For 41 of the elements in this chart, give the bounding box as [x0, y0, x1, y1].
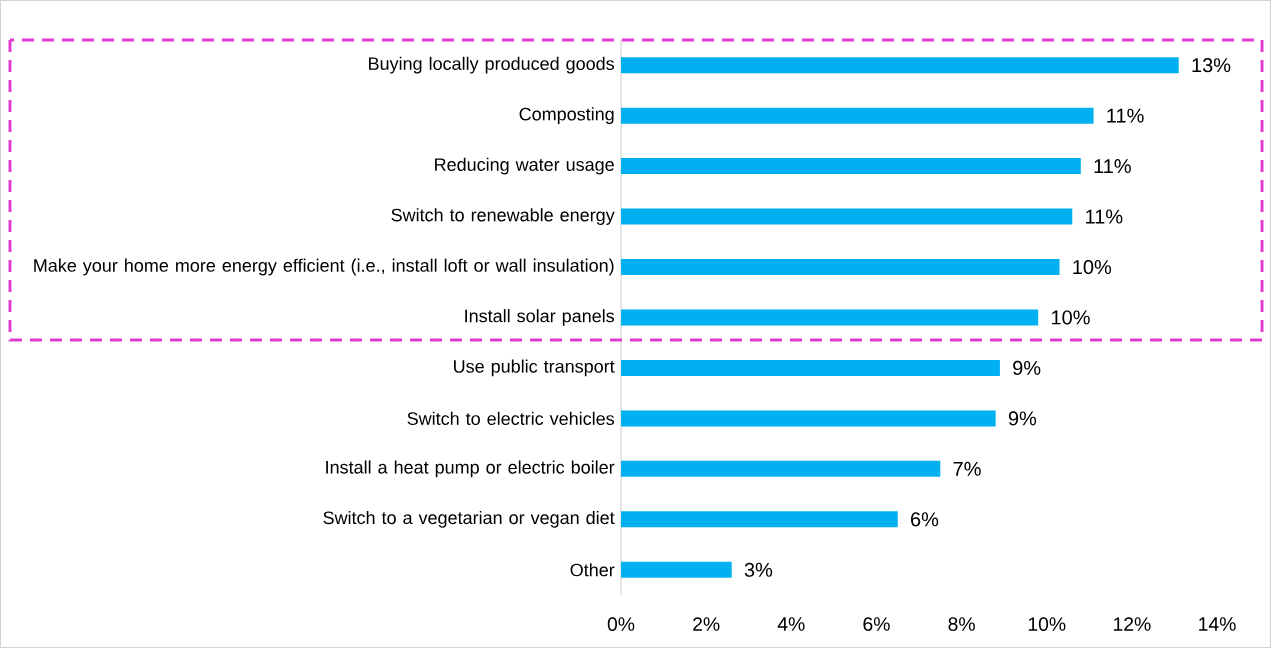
y-tick-label: Switch to electric vehicles	[407, 411, 615, 426]
y-tick-label: Reducing water usage	[435, 157, 614, 175]
y-tick-label: Switch to renewable energy	[391, 208, 615, 225]
x-tick-label: 10%	[1028, 617, 1066, 631]
data-label: 7%	[953, 461, 981, 476]
x-tick-label: 14%	[1199, 617, 1236, 631]
y-tick-label: Install solar panels	[465, 309, 615, 326]
bar	[621, 158, 1081, 175]
bar	[621, 410, 996, 427]
bar	[621, 57, 1179, 74]
data-label: 3%	[744, 562, 773, 577]
data-label: 10%	[1052, 310, 1090, 325]
data-label: 11%	[1107, 108, 1144, 123]
data-label: 11%	[1086, 209, 1123, 224]
y-tick-label: Use public transport	[454, 359, 615, 377]
x-tick-label: 8%	[948, 617, 975, 631]
bar	[621, 208, 1073, 225]
x-tick-label: 6%	[863, 617, 890, 631]
bar	[621, 259, 1060, 276]
data-label: 9%	[1013, 360, 1041, 376]
y-tick-label: Buying locally produced goods	[369, 56, 614, 74]
x-tick-label: 4%	[777, 617, 805, 631]
x-tick-label: 2%	[693, 617, 720, 631]
bar	[621, 309, 1039, 326]
x-tick-label: 0%	[607, 617, 635, 631]
y-tick-label: Other	[570, 563, 615, 577]
bar	[621, 107, 1094, 124]
bar	[621, 460, 941, 477]
data-label: 6%	[911, 512, 939, 527]
y-tick-label: Install a heat pump or electric boiler	[326, 460, 615, 478]
data-label: 11%	[1094, 159, 1131, 174]
data-label: 9%	[1008, 411, 1037, 426]
y-tick-label: Composting	[519, 107, 614, 125]
bar	[621, 561, 732, 578]
bar	[621, 359, 1000, 376]
data-label: 13%	[1192, 58, 1231, 73]
data-label: 10%	[1073, 259, 1112, 275]
y-tick-label: Make your home more energy efficient (i.e., install loft or wall insulation)	[34, 258, 614, 276]
y-tick-label: Switch to a vegetarian or vegan diet	[323, 510, 615, 528]
bar	[621, 511, 898, 528]
x-tick-label: 12%	[1114, 617, 1151, 631]
